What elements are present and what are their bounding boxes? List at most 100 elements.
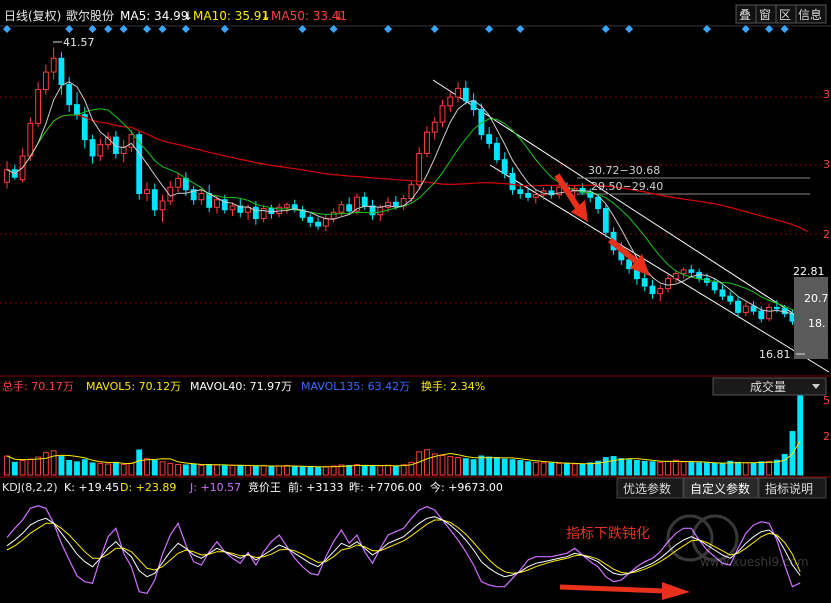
event-marker[interactable] (104, 25, 113, 33)
candle-body[interactable] (221, 199, 228, 211)
candle-body[interactable] (346, 204, 353, 212)
tab-optimal-params[interactable] (616, 477, 684, 499)
candle-body[interactable] (494, 142, 500, 161)
candle-body[interactable] (525, 192, 531, 198)
candle-body[interactable] (89, 139, 96, 157)
candle-body[interactable] (369, 205, 376, 216)
candle-body[interactable] (252, 206, 259, 220)
candle-body[interactable] (66, 84, 73, 106)
candle-body[interactable] (214, 199, 220, 208)
candle-body[interactable] (237, 205, 244, 213)
candle-body[interactable] (284, 204, 290, 208)
candle-body[interactable] (229, 205, 236, 211)
event-marker[interactable] (3, 25, 11, 33)
candle-body[interactable] (58, 57, 65, 86)
candle-body[interactable] (657, 288, 664, 295)
event-marker[interactable] (625, 25, 634, 33)
info-button[interactable] (795, 4, 827, 24)
candle-body[interactable] (322, 218, 329, 227)
candle-body[interactable] (462, 87, 469, 102)
candle-body[interactable] (517, 189, 524, 194)
candle-body[interactable] (455, 87, 461, 98)
candle-body[interactable] (27, 122, 34, 157)
candle-body[interactable] (338, 204, 345, 213)
stock-name[interactable]: 歌尔股份 (66, 8, 114, 23)
candle-body[interactable] (315, 221, 321, 227)
candle-body[interactable] (268, 208, 275, 215)
candle-body[interactable] (361, 196, 368, 207)
candle-body[interactable] (486, 134, 493, 144)
event-marker[interactable] (65, 25, 74, 33)
event-marker[interactable] (119, 25, 128, 33)
candle-body[interactable] (50, 57, 57, 73)
candle-body[interactable] (766, 306, 773, 320)
candle-body[interactable] (711, 281, 718, 291)
candle-body[interactable] (509, 172, 516, 191)
candle-body[interactable] (439, 105, 446, 123)
event-marker[interactable] (765, 25, 774, 33)
candle-body[interactable] (742, 305, 749, 313)
event-marker[interactable] (485, 25, 494, 33)
event-marker[interactable] (741, 25, 750, 33)
candle-body[interactable] (377, 206, 384, 216)
candle-body[interactable] (330, 211, 337, 220)
candle-body[interactable] (665, 278, 671, 290)
candle-body[interactable] (182, 177, 189, 191)
event-marker[interactable] (430, 25, 439, 33)
event-marker[interactable] (220, 25, 229, 33)
event-marker[interactable] (298, 25, 307, 33)
event-marker[interactable] (158, 25, 167, 33)
candle-body[interactable] (112, 136, 119, 154)
candle-body[interactable] (548, 190, 555, 196)
candle-body[interactable] (501, 159, 508, 174)
event-marker[interactable] (142, 25, 151, 33)
event-marker[interactable] (516, 25, 525, 33)
tab-custom-params[interactable] (683, 477, 759, 499)
candle-body[interactable] (556, 186, 563, 196)
candle-body[interactable] (641, 278, 648, 287)
candle-body[interactable] (307, 216, 314, 223)
candle-body[interactable] (672, 273, 679, 280)
candle-body[interactable] (128, 134, 135, 148)
candle-body[interactable] (299, 209, 306, 218)
candle-body[interactable] (532, 194, 539, 198)
candle-body[interactable] (385, 201, 391, 208)
candle-body[interactable] (719, 289, 726, 297)
event-marker[interactable] (780, 25, 789, 33)
candle-body[interactable] (773, 306, 780, 310)
candle-body[interactable] (447, 96, 454, 107)
event-marker[interactable] (88, 25, 97, 33)
candle-body[interactable] (74, 104, 80, 116)
candle-body[interactable] (136, 134, 143, 194)
candle-body[interactable] (416, 152, 423, 186)
candle-body[interactable] (735, 300, 741, 313)
candle-body[interactable] (750, 305, 757, 312)
candle-body[interactable] (688, 269, 695, 273)
candle-body[interactable] (431, 121, 438, 133)
event-marker[interactable] (384, 25, 393, 33)
candle-body[interactable] (602, 208, 609, 233)
candle-body[interactable] (97, 144, 104, 157)
candle-body[interactable] (167, 186, 174, 202)
candle-body[interactable] (424, 131, 430, 154)
indicator-select[interactable] (712, 377, 827, 396)
candle-body[interactable] (680, 269, 687, 275)
candle-body[interactable] (408, 184, 415, 199)
candle-body[interactable] (595, 196, 601, 210)
event-marker[interactable] (329, 25, 338, 33)
candle-body[interactable] (260, 208, 267, 220)
event-marker[interactable] (601, 25, 610, 33)
candle-body[interactable] (42, 71, 49, 91)
candle-body[interactable] (354, 196, 360, 212)
candle-body[interactable] (392, 201, 399, 207)
candle-body[interactable] (198, 192, 205, 201)
candle-body[interactable] (35, 89, 42, 124)
candle-body[interactable] (626, 259, 633, 270)
event-marker[interactable] (181, 25, 190, 33)
candle-body[interactable] (190, 189, 197, 201)
candle-body[interactable] (151, 189, 158, 211)
tab-indicator-help[interactable] (758, 477, 827, 499)
candle-body[interactable] (758, 310, 765, 320)
candle-body[interactable] (81, 114, 88, 141)
